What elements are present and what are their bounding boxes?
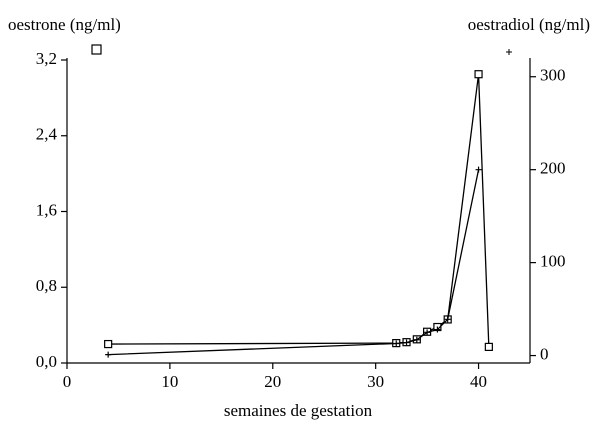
x-tick-label: 10 [161,372,178,391]
y-axis-title: oestrone (ng/ml) [8,15,121,34]
x-tick-label: 20 [264,372,281,391]
point [104,339,113,349]
y2-tick-label: 100 [540,252,566,271]
point [105,351,112,358]
legend-square [91,44,102,55]
y-tick-label: 0,8 [36,276,57,295]
x-tick-label: 40 [470,372,487,391]
y2-tick-label: 200 [540,159,566,178]
x-tick-label: 0 [63,372,72,391]
y-tick-label: 0,0 [36,352,57,371]
point [434,326,441,333]
x-tick-label: 30 [367,372,384,391]
point [474,70,483,79]
point [484,342,493,352]
point [424,329,431,336]
y2-tick-label: 0 [540,344,549,363]
point [413,336,420,343]
legend-plus [506,49,512,55]
point [393,340,400,347]
y2-tick-label: 300 [540,66,566,85]
x-axis-title: semaines de gestation [224,401,373,420]
y-tick-label: 3,2 [36,49,57,68]
series-line [108,74,490,347]
point [475,166,482,173]
y-tick-label: 1,6 [36,200,57,219]
series-line [108,169,480,356]
y2-axis-title: oestradiol (ng/ml) [468,15,590,34]
point [403,339,410,346]
y-tick-label: 2,4 [36,125,58,144]
point [444,316,451,323]
